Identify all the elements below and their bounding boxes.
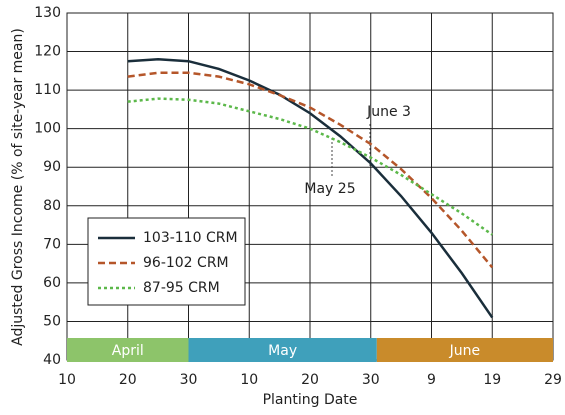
x-tick-label: 10 xyxy=(58,372,76,388)
y-tick-label: 120 xyxy=(34,44,61,60)
y-axis-label: Adjusted Gross Income (% of site-year me… xyxy=(10,28,26,346)
month-label: May xyxy=(268,343,297,359)
annotation: May 25 xyxy=(304,181,355,197)
x-tick-label: 9 xyxy=(427,372,436,388)
y-tick-label: 70 xyxy=(43,236,61,252)
y-tick-label: 130 xyxy=(34,5,61,21)
y-tick-label: 90 xyxy=(43,159,61,175)
annotation: June 3 xyxy=(366,104,411,120)
y-tick-label: 110 xyxy=(34,82,61,98)
series-line xyxy=(127,58,494,319)
y-tick-label: 100 xyxy=(34,121,61,137)
month-band xyxy=(67,338,189,362)
y-tick-label: 80 xyxy=(43,198,61,214)
month-band xyxy=(188,338,377,362)
y-tick-label: 50 xyxy=(43,313,61,329)
x-tick-label: 29 xyxy=(544,372,562,388)
x-tick-label: 10 xyxy=(240,372,258,388)
month-label: June xyxy=(449,343,481,359)
x-axis-label: Planting Date xyxy=(263,392,358,408)
legend xyxy=(87,217,246,306)
y-tick-label: 40 xyxy=(43,352,61,368)
series-line xyxy=(127,97,493,236)
x-tick-label: 19 xyxy=(483,372,501,388)
legend-label: 103-110 CRM xyxy=(143,230,238,246)
series-line xyxy=(127,71,494,269)
x-tick-label: 20 xyxy=(119,372,137,388)
x-tick-label: 20 xyxy=(301,372,319,388)
month-band xyxy=(376,338,553,362)
legend-label: 96-102 CRM xyxy=(143,255,229,271)
y-tick-label: 60 xyxy=(43,275,61,291)
month-label: April xyxy=(112,343,144,359)
legend-label: 87-95 CRM xyxy=(143,280,220,296)
x-tick-label: 30 xyxy=(362,372,380,388)
x-tick-label: 30 xyxy=(180,372,198,388)
